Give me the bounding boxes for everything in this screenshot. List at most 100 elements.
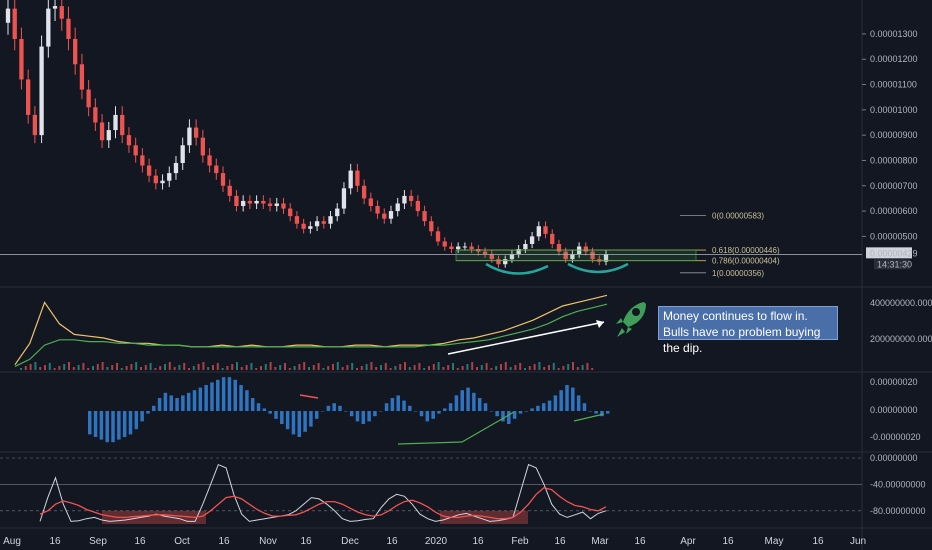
- flow-series-line: [14, 303, 608, 367]
- volume-bar: [231, 364, 234, 370]
- macd-bar: [204, 385, 208, 411]
- volume-bar: [591, 368, 594, 370]
- candle-body: [435, 231, 441, 242]
- volume-bar: [442, 367, 445, 370]
- macd-bar: [501, 411, 505, 422]
- macd-bar: [111, 411, 115, 443]
- time-tick-label: Sep: [89, 536, 107, 547]
- fib-level-label: 1(0.00000356): [712, 269, 764, 278]
- candle-body: [173, 162, 179, 174]
- candle-body: [261, 200, 266, 204]
- macd-bar: [507, 411, 511, 424]
- flow-tick-label: 200000000.00000000: [870, 334, 932, 344]
- macd-bar: [518, 411, 523, 414]
- time-tick-label: 16: [554, 536, 566, 547]
- macd-bar: [419, 411, 424, 417]
- macd-bar: [379, 411, 383, 412]
- volume-bar: [524, 368, 526, 370]
- time-tick-label: 2020: [425, 536, 448, 547]
- volume-bar: [317, 363, 320, 370]
- volume-bar: [255, 368, 258, 370]
- volume-bar: [384, 363, 387, 370]
- time-tick-label: Nov: [259, 536, 277, 547]
- macd-bar: [477, 398, 482, 411]
- volume-bar: [360, 366, 363, 370]
- volume-bar: [557, 368, 560, 370]
- macd-bar: [588, 411, 593, 412]
- macd-bar: [175, 398, 179, 411]
- time-tick-label: Aug: [3, 536, 21, 547]
- macd-bar: [122, 411, 127, 437]
- candle-body: [563, 251, 568, 260]
- candle-body: [19, 38, 24, 80]
- volume-bar: [72, 367, 75, 370]
- time-tick-label: 16: [218, 536, 230, 547]
- volume-bar: [408, 367, 411, 370]
- volume-bar: [533, 364, 536, 370]
- macd-bar: [262, 408, 267, 411]
- volume-bar: [240, 367, 243, 370]
- macd-signal-segment: [299, 394, 319, 399]
- annotation-note: Money continues to flow in. Bulls have n…: [658, 306, 838, 355]
- candle-body: [32, 114, 38, 136]
- price-tick-label: 0.00001100: [870, 80, 917, 90]
- macd-tick-label: 0.00000020: [870, 377, 918, 387]
- macd-bar: [600, 411, 604, 417]
- macd-bar: [413, 411, 418, 412]
- candle-body: [462, 246, 468, 248]
- candle-body: [220, 173, 226, 186]
- macd-bar: [373, 411, 377, 417]
- volume-bar: [250, 363, 253, 370]
- candle-body: [529, 236, 535, 244]
- countdown-label: 14:31:30: [877, 259, 912, 269]
- candle-body: [113, 114, 118, 131]
- time-tick-label: 16: [722, 536, 734, 547]
- macd-bar: [309, 411, 313, 427]
- volume-bar: [101, 362, 104, 370]
- fib-level-label: 0.618(0.00000446): [712, 246, 780, 255]
- volume-bar: [548, 365, 550, 370]
- cup-arc-right: [567, 262, 629, 274]
- volume-bar: [279, 365, 282, 370]
- macd-bar: [314, 411, 319, 419]
- candle-body: [93, 107, 98, 123]
- time-tick-label: Dec: [341, 536, 359, 547]
- volume-bar: [125, 366, 128, 370]
- candle-body: [133, 145, 138, 156]
- volume-bar: [332, 364, 334, 370]
- macd-bar: [425, 411, 430, 422]
- macd-bar: [285, 411, 290, 430]
- candle-body: [509, 254, 515, 260]
- candle-body: [120, 114, 125, 136]
- candle-body: [408, 195, 414, 201]
- candle-body: [59, 6, 64, 19]
- candle-body: [550, 233, 555, 244]
- candle-body: [543, 226, 548, 234]
- candle-body: [140, 155, 145, 166]
- volume-bar: [452, 363, 454, 370]
- candle-body: [39, 46, 44, 136]
- volume-bar: [269, 362, 272, 370]
- volume-bar: [346, 365, 349, 370]
- macd-bar: [396, 395, 400, 411]
- candle-body: [254, 200, 259, 204]
- osc-signal-line: [39, 486, 607, 520]
- candle-body: [180, 145, 185, 163]
- time-tick-label: 16: [634, 536, 646, 547]
- current-price-tag: [866, 247, 912, 259]
- candle-body: [422, 211, 427, 222]
- candle-body: [603, 254, 609, 262]
- macd-bar: [163, 392, 168, 411]
- volume-bar: [144, 365, 147, 370]
- volume-bar: [528, 366, 531, 370]
- macd-divergence-line: [397, 441, 463, 445]
- candle-body: [288, 208, 293, 217]
- volume-bar: [322, 368, 325, 370]
- candle-body: [281, 203, 286, 209]
- macd-bar: [221, 377, 226, 411]
- volume-bar: [476, 367, 478, 370]
- candle-body: [449, 246, 454, 250]
- volume-bar: [140, 367, 142, 370]
- volume-bar: [264, 364, 267, 370]
- candle-body: [355, 170, 360, 186]
